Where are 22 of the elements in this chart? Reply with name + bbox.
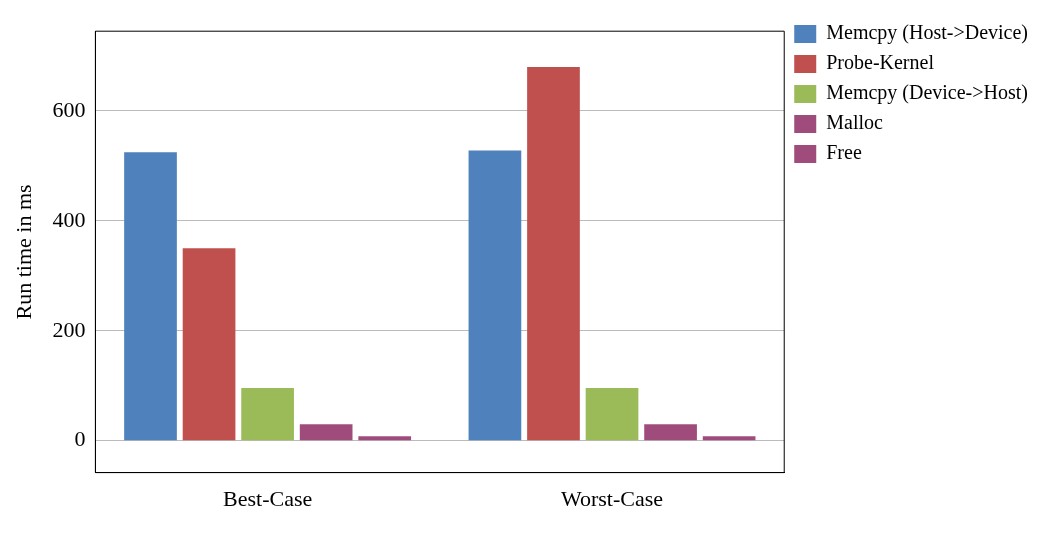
bar xyxy=(124,152,177,441)
legend-label: Malloc xyxy=(826,111,884,134)
legend-label: Memcpy (Device->Host) xyxy=(826,81,1029,105)
bar xyxy=(644,424,697,441)
bar xyxy=(702,436,756,441)
bar xyxy=(241,387,294,441)
x-tick-label: Worst-Case xyxy=(560,485,664,511)
bar xyxy=(468,150,522,441)
legend-label: Probe-Kernel xyxy=(826,51,935,74)
legend-label: Memcpy (Host->Device) xyxy=(826,21,1029,45)
y-axis-title: Run time in ms xyxy=(10,184,36,320)
y-tick-label: 600 xyxy=(52,96,86,122)
y-tick-label: 0 xyxy=(74,426,86,452)
bar xyxy=(585,387,639,441)
bar xyxy=(182,248,236,441)
x-tick-label: Best-Case xyxy=(223,485,313,511)
bar xyxy=(527,66,580,441)
bar xyxy=(358,436,412,441)
bar xyxy=(299,424,353,441)
y-tick-label: 400 xyxy=(52,206,86,232)
legend-label: Free xyxy=(826,141,862,164)
y-tick-label: 200 xyxy=(52,316,86,342)
